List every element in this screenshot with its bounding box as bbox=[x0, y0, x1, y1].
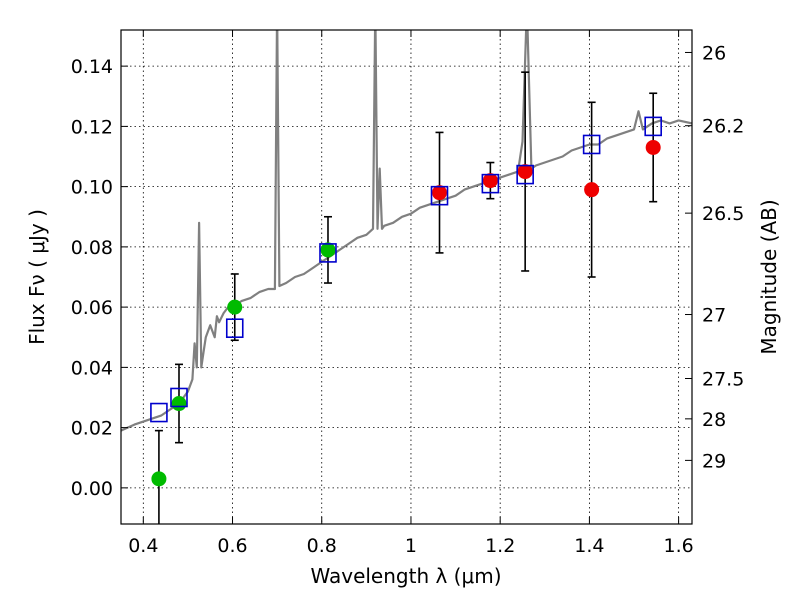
x-tick-label: 0.6 bbox=[217, 535, 247, 557]
observed-circle-marker bbox=[151, 471, 167, 487]
y-tick-label: 0.12 bbox=[71, 116, 113, 138]
y-tick-label: 0.14 bbox=[71, 56, 113, 78]
model-square-marker bbox=[319, 243, 337, 263]
observed-circle-marker bbox=[584, 182, 600, 198]
y-tick-label: 0.08 bbox=[71, 237, 113, 259]
model-square-marker bbox=[150, 402, 168, 423]
model-square-marker bbox=[225, 318, 244, 339]
y-tick-label: 0.00 bbox=[71, 478, 113, 500]
spectrum-line bbox=[121, 30, 692, 432]
mag-tick-label: 29 bbox=[702, 450, 726, 472]
y-tick-label: 0.06 bbox=[71, 297, 113, 319]
model-square-marker bbox=[582, 134, 601, 155]
plot-frame bbox=[120, 29, 693, 525]
model-square-marker bbox=[481, 173, 500, 194]
y-tick-label: 0.04 bbox=[71, 357, 113, 379]
y-tick-label: 0.02 bbox=[71, 418, 113, 440]
tick-labels: 0.4 0.6 0.8 1 1.2 1.4 1.6 0.00 0.02 0.04 0.06 0.08 0… bbox=[71, 42, 745, 557]
x-tick-label: 1.4 bbox=[574, 535, 604, 557]
observed-circle-marker bbox=[432, 185, 448, 201]
x-tick-label: 0.4 bbox=[128, 535, 158, 557]
model-square-marker bbox=[516, 164, 534, 185]
x-tick-label: 1 bbox=[405, 535, 417, 557]
model-square-marker bbox=[170, 387, 188, 408]
circle-layer bbox=[151, 139, 661, 487]
observed-circle-marker bbox=[645, 139, 661, 155]
observed-circle-marker bbox=[227, 299, 243, 315]
mag-tick-label: 28 bbox=[702, 409, 726, 431]
x-tick-label: 1.2 bbox=[485, 535, 515, 557]
mag-tick-label: 26.2 bbox=[702, 116, 744, 138]
errorbar-layer bbox=[154, 71, 658, 524]
model-square-marker bbox=[644, 116, 662, 137]
spectrum-layer bbox=[121, 30, 692, 432]
observed-circle-marker bbox=[482, 173, 498, 189]
square-layer bbox=[150, 116, 662, 423]
mag-tick-label: 27.5 bbox=[702, 368, 744, 390]
x-tick-label: 0.8 bbox=[307, 535, 337, 557]
x-axis-title: Wavelength λ (μm) bbox=[310, 564, 501, 588]
observed-circle-marker bbox=[517, 164, 533, 180]
y-axis-title: Flux Fν ( μJy ) bbox=[25, 209, 49, 345]
y2-axis-title: Magnitude (AB) bbox=[757, 199, 781, 354]
observed-circle-marker bbox=[320, 242, 336, 258]
y-tick-label: 0.10 bbox=[71, 177, 113, 199]
mag-tick-label: 26 bbox=[702, 42, 726, 64]
x-tick-label: 1.6 bbox=[664, 535, 694, 557]
mag-tick-label: 27 bbox=[702, 305, 726, 327]
ticks bbox=[121, 30, 692, 524]
observed-circle-marker bbox=[171, 396, 187, 412]
grid bbox=[121, 30, 692, 524]
model-square-marker bbox=[430, 185, 449, 206]
mag-tick-label: 26.5 bbox=[702, 203, 744, 225]
